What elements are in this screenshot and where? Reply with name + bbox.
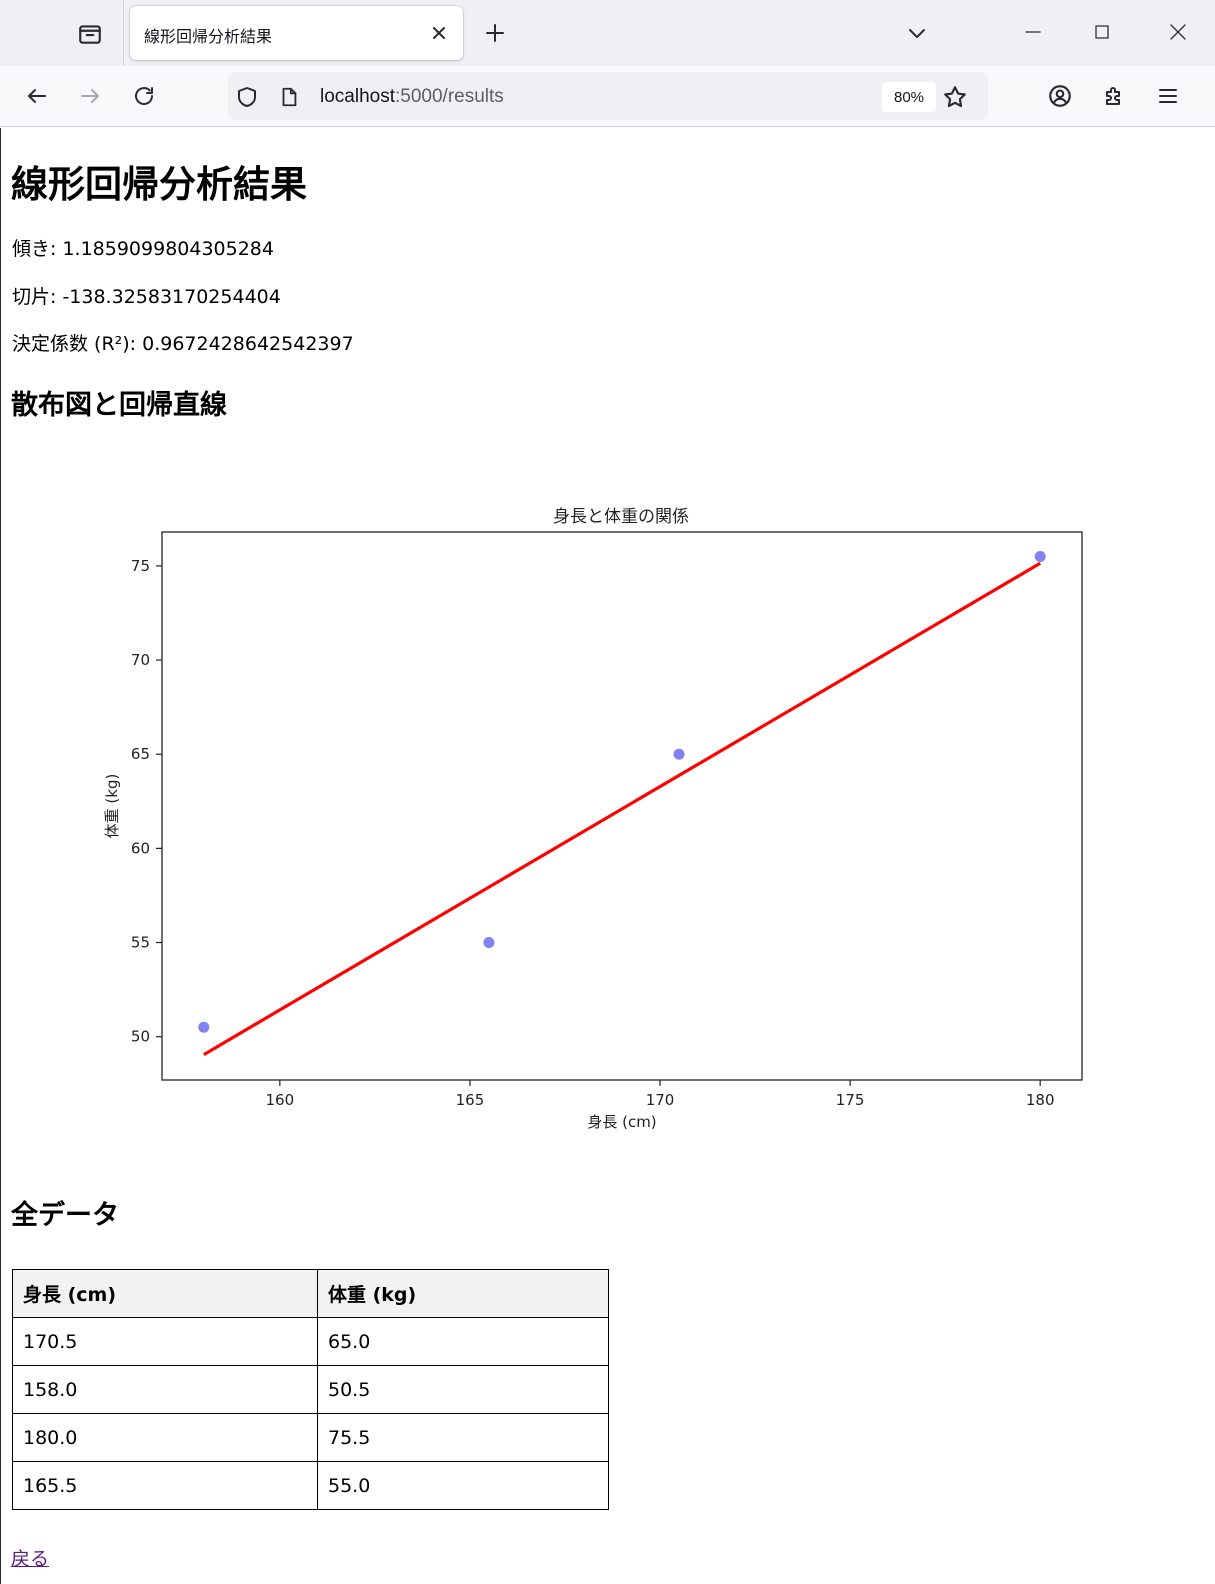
x-axis-label: 身長 (cm) — [587, 1113, 656, 1131]
y-tick-label: 75 — [131, 557, 150, 575]
new-tab-icon[interactable] — [478, 16, 512, 50]
r-squared-text: 決定係数 (R²): 0.9672428642542397 — [12, 333, 354, 355]
cell-weight: 65.0 — [317, 1317, 609, 1366]
table-row: 158.0 50.5 — [12, 1365, 609, 1414]
close-tab-icon[interactable] — [425, 19, 453, 47]
extensions-icon[interactable] — [1096, 78, 1132, 114]
tab-strip: 線形回帰分析結果 — [0, 0, 1215, 66]
forward-arrow-icon[interactable] — [72, 78, 108, 114]
x-tick-label: 160 — [266, 1091, 295, 1109]
maximize-icon[interactable] — [1080, 12, 1124, 52]
x-tick-label: 180 — [1026, 1091, 1055, 1109]
y-tick-label: 65 — [131, 745, 150, 763]
regression-line — [203, 561, 1041, 1056]
y-tick-label: 55 — [131, 934, 150, 952]
table-row: 165.5 55.0 — [12, 1461, 609, 1510]
reload-icon[interactable] — [126, 78, 162, 114]
y-tick-label: 70 — [131, 651, 150, 669]
menu-icon[interactable] — [1150, 78, 1186, 114]
star-icon[interactable] — [942, 84, 968, 110]
x-tick-label: 175 — [836, 1091, 865, 1109]
back-arrow-icon[interactable] — [19, 78, 55, 114]
url-bar[interactable]: localhost:5000/results 80% — [228, 72, 988, 120]
scatter-point — [483, 937, 495, 949]
cell-height: 158.0 — [12, 1365, 318, 1414]
url-text[interactable]: localhost:5000/results — [320, 86, 504, 107]
x-tick-label: 170 — [646, 1091, 675, 1109]
page-icon[interactable] — [276, 84, 302, 110]
slope-text: 傾き: 1.1859099804305284 — [12, 238, 274, 260]
window-close-icon[interactable] — [1156, 12, 1200, 52]
scatter-chart: 身長と体重の関係 160 165 170 175 180 50 55 60 65 70 75 身長 … — [91, 496, 1111, 1136]
table-row: 180.0 75.5 — [12, 1413, 609, 1462]
shield-icon[interactable] — [234, 84, 260, 110]
scatter-point — [673, 748, 685, 760]
header-weight: 体重 (kg) — [317, 1269, 609, 1318]
y-axis-label: 体重 (kg) — [103, 774, 121, 839]
header-height: 身長 (cm) — [12, 1269, 318, 1318]
intercept-text: 切片: -138.32583170254404 — [12, 286, 281, 308]
back-link[interactable]: 戻る — [11, 1548, 50, 1570]
plot-area-frame — [161, 531, 1083, 1081]
scatter-point — [1034, 550, 1046, 562]
cell-height: 165.5 — [12, 1461, 318, 1510]
data-table: 身長 (cm) 体重 (kg) 170.5 65.0 158.0 50.5 18… — [12, 1269, 609, 1510]
table-heading: 全データ — [11, 1200, 119, 1231]
minimize-icon[interactable] — [1011, 12, 1055, 52]
cell-weight: 55.0 — [317, 1461, 609, 1510]
page-title: 線形回帰分析結果 — [11, 163, 307, 206]
table-header-row: 身長 (cm) 体重 (kg) — [12, 1269, 609, 1318]
chart-title: 身長と体重の関係 — [553, 507, 689, 527]
cell-weight: 50.5 — [317, 1365, 609, 1414]
scatter-point — [198, 1021, 210, 1033]
tab-list-icon[interactable] — [72, 16, 108, 52]
chart-svg: 身長と体重の関係 160 165 170 175 180 50 55 60 65 70 75 身長 … — [103, 507, 1083, 1131]
active-tab[interactable]: 線形回帰分析結果 — [130, 6, 463, 60]
cell-weight: 75.5 — [317, 1413, 609, 1462]
x-tick-label: 165 — [456, 1091, 485, 1109]
tab-divider — [123, 0, 124, 66]
navigation-toolbar: localhost:5000/results 80% — [0, 66, 1215, 127]
y-tick-label: 50 — [131, 1028, 150, 1046]
tab-title: 線形回帰分析結果 — [144, 27, 273, 46]
chevron-down-icon[interactable] — [900, 16, 934, 50]
plot-heading: 散布図と回帰直線 — [11, 390, 227, 421]
y-tick-label: 60 — [131, 839, 150, 857]
zoom-level-badge[interactable]: 80% — [882, 82, 936, 112]
account-icon[interactable] — [1042, 78, 1078, 114]
table-row: 170.5 65.0 — [12, 1317, 609, 1366]
cell-height: 170.5 — [12, 1317, 318, 1366]
page-content: 線形回帰分析結果 傾き: 1.1859099804305284 切片: -138… — [0, 128, 1215, 1584]
cell-height: 180.0 — [12, 1413, 318, 1462]
